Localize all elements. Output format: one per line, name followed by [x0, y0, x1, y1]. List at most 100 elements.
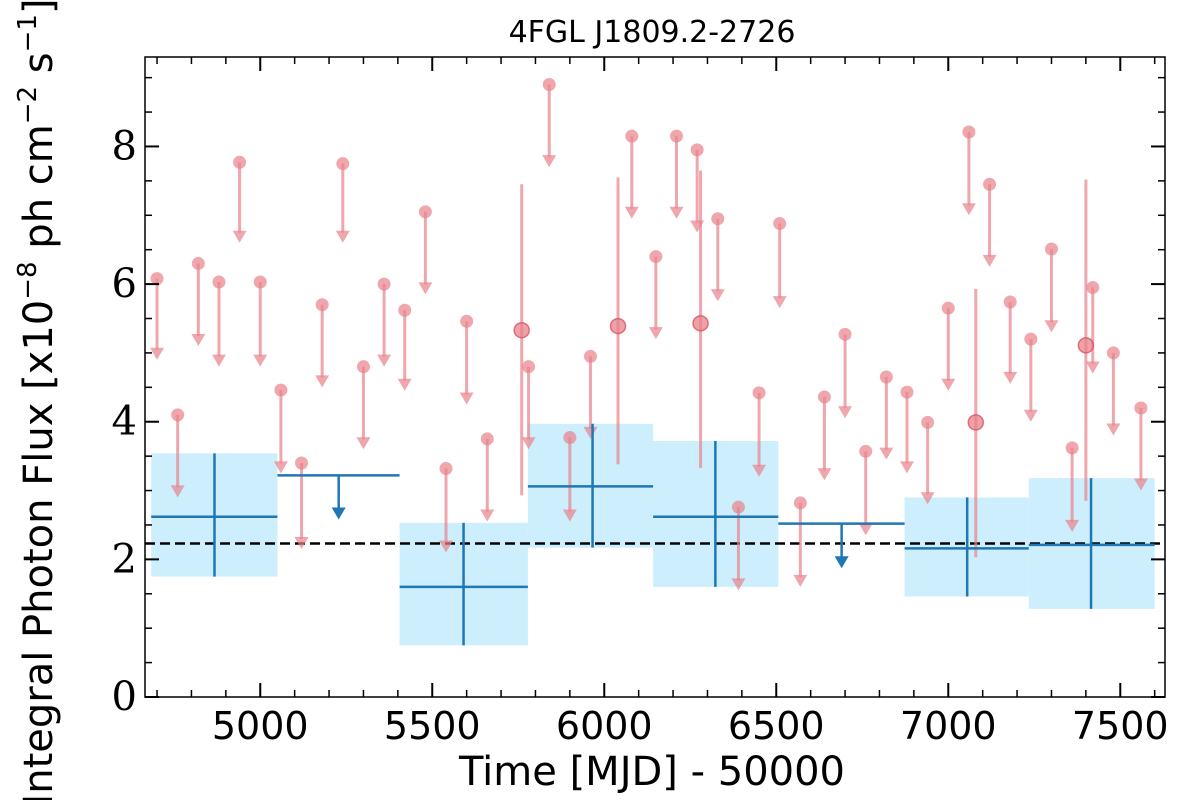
short-bin-ul-arrow: [772, 296, 787, 309]
short-bin-ul-arrow: [150, 347, 165, 360]
short-bin-ul-arrow: [752, 464, 767, 477]
short-bin-ul-arrow: [191, 334, 206, 347]
short-bin-ul-point: [418, 205, 432, 219]
y-axis-label-mid: ph cm: [16, 124, 62, 261]
short-bin-ul-point: [1106, 346, 1120, 360]
y-axis-label: Integral Photon Flux [x10−8 ph cm−2 s−1]: [13, 0, 62, 800]
short-bin-ul-point: [649, 250, 663, 264]
short-bin-ul-arrow: [1085, 361, 1100, 374]
short-bin-ul-point: [315, 298, 329, 312]
short-bin-ul-point: [356, 360, 370, 374]
long-bin-ul-arrow: [331, 507, 346, 520]
short-bin-point: [609, 317, 627, 335]
short-bin-point: [967, 414, 985, 431]
short-bin-ul-arrow: [899, 461, 914, 474]
short-bin-ul-point: [563, 431, 577, 445]
x-tick-label: 5500: [384, 704, 481, 748]
short-bin-ul-arrow: [521, 437, 536, 450]
y-tick-label: 2: [112, 536, 137, 582]
short-bin-ul-arrow: [669, 206, 684, 219]
y-axis-label-exp2: −2: [13, 86, 43, 124]
short-bin-ul-arrow: [542, 155, 557, 168]
short-bin-ul-arrow: [961, 203, 976, 216]
short-bin-ul-point: [460, 314, 474, 328]
short-bin-ul-arrow: [583, 426, 598, 439]
x-tick-label: 5000: [212, 704, 309, 748]
short-bin-ul-arrow: [817, 468, 832, 481]
short-bin-ul-arrow: [211, 354, 226, 367]
short-bin-ul-arrow: [879, 447, 894, 460]
short-bin-ul-point: [583, 349, 597, 363]
short-bin-ul-point: [670, 129, 684, 143]
short-bin-ul-point: [793, 496, 807, 510]
short-bin-ul-arrow: [377, 354, 392, 367]
short-bin-ul-arrow: [439, 540, 454, 553]
short-bin-ul-point: [522, 360, 536, 374]
short-bin-ul-point: [1065, 441, 1079, 455]
short-bin-ul-point: [859, 444, 873, 458]
short-bin-ul-arrow: [1065, 519, 1080, 532]
short-bin-ul-point: [233, 155, 247, 169]
y-axis-label-end: ]: [16, 0, 62, 14]
short-bin-ul-arrow: [397, 378, 412, 391]
x-tick-label: 7000: [900, 704, 997, 748]
short-bin-ul-point: [439, 462, 453, 476]
short-bin-ul-point: [838, 327, 852, 341]
short-bin-ul-arrow: [273, 461, 288, 474]
plot-frame: [144, 56, 1166, 698]
short-bin-ul-point: [150, 272, 164, 286]
short-bin-ul-arrow: [1106, 423, 1121, 436]
y-tick-label: 8: [112, 123, 137, 169]
short-bin-ul-arrow: [1044, 320, 1059, 333]
short-bin-ul-arrow: [858, 523, 873, 536]
y-axis-label-mid2: s: [16, 52, 62, 86]
short-bin-ul-point: [1003, 295, 1017, 309]
short-bin-ul-arrow: [459, 392, 474, 405]
short-bin-ul-arrow: [710, 289, 725, 302]
y-tick-label: 4: [112, 399, 137, 445]
y-axis-label-exp3: −1: [13, 14, 43, 52]
short-bin-ul-arrow: [356, 437, 371, 450]
y-tick-label: 0: [112, 674, 137, 720]
short-bin-ul-point: [731, 500, 745, 514]
short-bin-ul-arrow: [793, 574, 808, 587]
short-bin-ul-point: [962, 125, 976, 139]
short-bin-ul-point: [295, 456, 309, 470]
short-bin-ul-point: [1024, 332, 1038, 346]
chart-title: 4FGL J1809.2-2726: [509, 15, 796, 50]
short-bin-ul-point: [711, 212, 725, 226]
short-bin-ul-point: [1044, 242, 1058, 256]
short-bin-ul-point: [879, 370, 893, 384]
short-bin-ul-arrow: [232, 230, 247, 243]
short-bin-ul-point: [191, 256, 205, 270]
short-bin-point: [513, 321, 530, 339]
long-bin-layer: [151, 423, 1155, 646]
x-tick-label: 6000: [556, 704, 653, 748]
short-bin-ul-arrow: [731, 578, 746, 591]
short-bin-ul-arrow: [624, 206, 639, 219]
short-bin-ul-arrow: [920, 492, 935, 505]
short-bin-ul-arrow: [335, 230, 350, 243]
short-bin-ul-point: [983, 177, 997, 191]
short-bin-ul-point: [773, 217, 787, 231]
short-bin-ul-point: [921, 415, 935, 429]
x-tick-label: 6500: [728, 704, 825, 748]
y-axis-label-main: Integral Photon Flux [x10: [16, 300, 62, 800]
short-bin-ul-point: [752, 386, 766, 400]
short-bin-ul-point: [336, 157, 350, 171]
short-bin-ul-arrow: [315, 375, 330, 388]
short-bin-ul-point: [625, 129, 639, 143]
short-bin-ul-point: [212, 275, 226, 289]
axes-layer: 5000 5500 6000 6500 7000 7500 0 2 4 6 8: [112, 56, 1169, 748]
short-bin-ul-point: [542, 78, 556, 92]
short-bin-ul-arrow: [253, 354, 268, 367]
short-bin-ul-arrow: [480, 509, 495, 522]
y-axis-label-exp1: −8: [13, 261, 43, 299]
short-bin-ul-arrow: [1003, 371, 1018, 384]
long-bin-ul-arrow: [834, 556, 849, 569]
short-bin-ul-arrow: [941, 378, 956, 391]
short-bin-ul-point: [398, 303, 412, 317]
short-bin-ul-arrow: [418, 282, 433, 295]
x-tick-label: 7500: [1072, 704, 1169, 748]
short-bin-ul-arrow: [838, 406, 853, 419]
